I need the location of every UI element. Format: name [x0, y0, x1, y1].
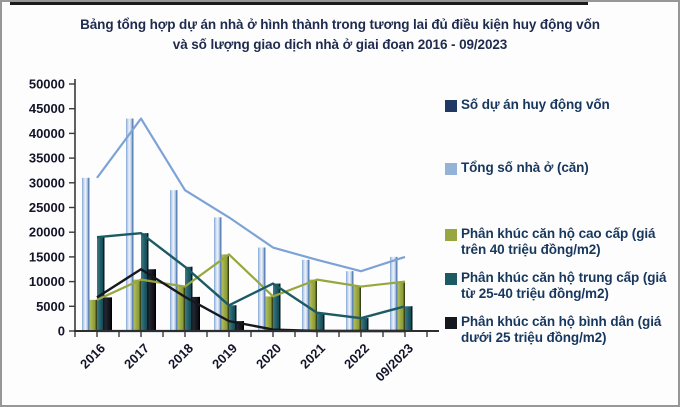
legend-item-can-ho-cao-cap: Phân khúc căn hộ cao cấp (giá trên 40 tr… — [445, 226, 677, 258]
x-axis-label: 2016 — [77, 341, 108, 372]
x-axis-label: 09/2023 — [372, 341, 416, 385]
series-line-1 — [96, 117, 406, 273]
bar-edge — [235, 305, 237, 331]
bar-edge — [88, 177, 90, 331]
bar-edge — [220, 217, 222, 331]
bar-edge — [227, 254, 229, 331]
y-axis-label: 10000 — [29, 274, 65, 289]
y-axis-label: 50000 — [29, 77, 65, 92]
bar-1-2016 — [82, 177, 90, 331]
legend-swatch-navy — [445, 100, 457, 112]
legend-label: Phân khúc căn hộ trung cấp (giá từ 25-40… — [461, 270, 667, 301]
bar-4-2017 — [148, 269, 156, 331]
bar-1-2017 — [126, 118, 134, 331]
y-axis-label: 20000 — [29, 225, 65, 240]
bar-edge — [279, 283, 281, 331]
bar-2-2017 — [133, 279, 141, 331]
x-axis-label: 2017 — [121, 341, 152, 372]
bar-3-2020 — [273, 283, 281, 331]
series-line-3 — [96, 231, 406, 320]
bar-3-09/2023 — [405, 306, 413, 331]
x-axis-label: 2018 — [165, 341, 196, 372]
y-axis-label: 35000 — [29, 151, 65, 166]
legend-swatch-lightblue — [445, 163, 457, 175]
bar-3-2019 — [229, 305, 237, 331]
screenshot-crop-artifact-line — [10, 2, 588, 5]
bar-edge — [147, 233, 149, 331]
bar-edge — [110, 297, 112, 331]
y-axis-label: 15000 — [29, 249, 65, 264]
x-axis-label: 2019 — [209, 341, 240, 372]
legend-swatch-olive — [445, 229, 457, 241]
bar-edge — [308, 259, 310, 331]
legend-label: Phân khúc căn hộ cao cấp (giá trên 40 tr… — [461, 226, 656, 257]
bar-4-2018 — [192, 296, 200, 331]
y-axis-label: 5000 — [36, 299, 65, 314]
bar-edge — [411, 306, 413, 331]
bar-4-2016 — [104, 297, 112, 331]
y-axis-label: 0 — [58, 324, 65, 339]
bar-1-2022 — [346, 271, 354, 331]
bar-edge — [315, 279, 317, 331]
y-axis-label: 45000 — [29, 101, 65, 116]
legend-item-can-ho-trung-cap: Phân khúc căn hộ trung cấp (giá từ 25-40… — [445, 270, 677, 302]
bar-1-2019 — [214, 217, 222, 331]
bar-edge — [139, 279, 141, 331]
legend-label: Phân khúc căn hộ bình dân (giá dưới 25 t… — [461, 314, 662, 345]
legend-item-tong-so-nha-o: Tổng số nhà ở (căn) — [445, 160, 677, 176]
bar-edge — [323, 312, 325, 331]
bar-2-2020 — [265, 296, 273, 331]
bar-3-2021 — [317, 312, 325, 331]
x-axis-label: 2021 — [297, 341, 328, 372]
legend-item-so-du-an: Số dự án huy động vốn — [445, 97, 677, 113]
bar-edge — [183, 286, 185, 331]
bar-edge — [359, 286, 361, 331]
bar-edge — [352, 271, 354, 331]
bar-2-2022 — [353, 286, 361, 331]
bar-edge — [396, 256, 398, 331]
bar-4-2019 — [236, 321, 244, 331]
legend-swatch-teal — [445, 273, 457, 285]
bar-1-09/2023 — [390, 256, 398, 331]
x-axis-label: 2020 — [253, 341, 284, 372]
legend-label: Số dự án huy động vốn — [461, 97, 610, 112]
bar-3-2022 — [361, 318, 369, 331]
x-axis-label: 2022 — [341, 341, 372, 372]
series-line-2 — [96, 253, 406, 301]
bar-2-2018 — [177, 286, 185, 331]
chart-title: Bảng tổng hợp dự án nhà ở hình thành tro… — [80, 17, 600, 53]
y-axis-label: 25000 — [29, 200, 65, 215]
bar-edge — [154, 269, 156, 331]
bar-edge — [271, 296, 273, 331]
bar-1-2021 — [302, 259, 310, 331]
chart-legend: Số dự án huy động vốn Tổng số nhà ở (căn… — [445, 2, 677, 405]
bar-3-2016 — [97, 237, 105, 331]
y-axis-label: 30000 — [29, 175, 65, 190]
bar-edge — [367, 318, 369, 331]
bar-edge — [191, 266, 193, 331]
bar-edge — [198, 296, 200, 331]
bar-2-2016 — [89, 299, 97, 331]
legend-label: Tổng số nhà ở (căn) — [461, 160, 589, 175]
y-axis-label: 40000 — [29, 126, 65, 141]
bar-edge — [103, 237, 105, 331]
bar-edge — [242, 321, 244, 331]
legend-item-can-ho-binh-dan: Phân khúc căn hộ bình dân (giá dưới 25 t… — [445, 314, 677, 346]
bar-1-2018 — [170, 190, 178, 331]
bar-2-2021 — [309, 279, 317, 331]
bar-edge — [95, 299, 97, 331]
bar-edge — [132, 118, 134, 331]
bar-3-2017 — [141, 233, 149, 331]
legend-swatch-black — [445, 317, 457, 329]
bar-2-2019 — [221, 254, 229, 331]
